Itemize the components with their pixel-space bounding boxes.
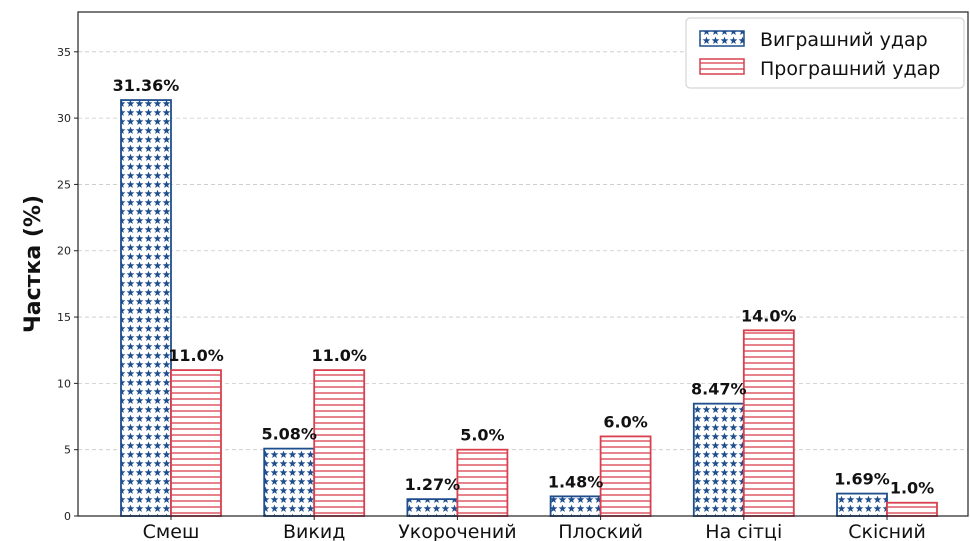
y-tick-label: 25 — [57, 178, 71, 191]
x-tick-label: Викид — [283, 521, 345, 541]
bar-winning — [692, 402, 745, 517]
bar-value-label: 6.0% — [603, 412, 647, 431]
y-tick-label: 5 — [64, 444, 71, 457]
x-tick-label: На сітці — [705, 521, 782, 541]
bar-losing — [170, 369, 222, 517]
x-tick-label: Укорочений — [398, 521, 516, 541]
x-tick-label: Плоский — [558, 521, 643, 541]
bar-value-label: 1.69% — [834, 470, 890, 489]
legend-swatch-winning — [699, 30, 745, 47]
data-labels: 31.36% 11.0% 5.08% 11.0% 1.27% 5.0% 1.48% 6.0% 8… — [113, 76, 935, 498]
y-tick-label: 10 — [57, 377, 71, 390]
bars — [120, 99, 938, 517]
x-tick-label: Смеш — [143, 521, 200, 541]
bar-winning — [263, 447, 316, 517]
bar-value-label: 8.47% — [691, 380, 747, 399]
x-tick-label: Скісний — [848, 521, 926, 541]
bar-winning — [120, 99, 172, 517]
bar-value-label: 5.08% — [261, 425, 317, 444]
y-tick-label: 20 — [57, 245, 71, 258]
bar-losing — [742, 329, 795, 517]
bar-value-label: 1.48% — [548, 472, 604, 491]
bar-value-label: 31.36% — [113, 76, 180, 95]
y-tick-label: 0 — [64, 510, 71, 523]
bar-winning — [406, 498, 459, 517]
bar-value-label: 11.0% — [168, 346, 224, 365]
bar-winning — [836, 492, 888, 517]
y-tick-label: 30 — [57, 112, 71, 125]
y-tick-label: 35 — [57, 46, 71, 59]
bar-losing — [599, 435, 652, 517]
axes: 0 5 10 15 20 25 30 35 Смеш Викид Укорочений Плоский… — [57, 11, 969, 541]
bar-value-label: 14.0% — [741, 306, 797, 325]
legend-label-winning: Виграшний удар — [760, 29, 928, 51]
legend-label-losing: Програшний удар — [760, 58, 940, 80]
bar-value-label: 1.27% — [405, 475, 461, 494]
legend: Виграшний удар Програшний удар — [685, 17, 965, 89]
legend-swatch-losing — [699, 58, 745, 75]
bar-value-label: 11.0% — [311, 346, 367, 365]
bar-value-label: 1.0% — [890, 479, 934, 498]
bar-winning — [549, 495, 602, 517]
legend-frame — [685, 17, 965, 89]
bar-losing — [456, 448, 509, 517]
grid-lines — [78, 51, 968, 451]
y-tick-label: 15 — [57, 311, 71, 324]
bar-losing — [886, 501, 938, 517]
y-axis-title: Частка (%) — [21, 195, 46, 333]
plot-frame — [77, 11, 969, 517]
bar-losing — [313, 369, 366, 517]
bar-value-label: 5.0% — [460, 426, 504, 445]
